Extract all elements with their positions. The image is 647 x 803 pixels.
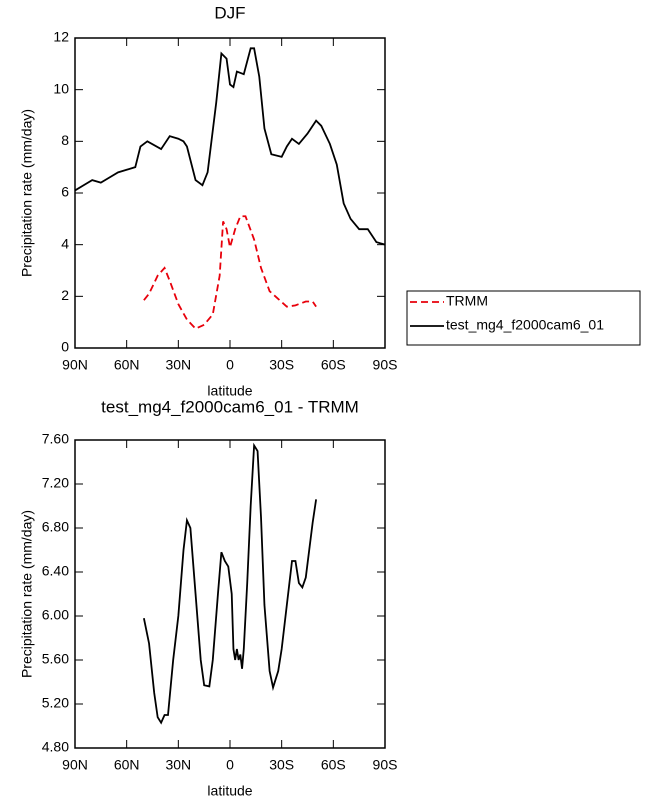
y-tick-label: 4 <box>61 235 69 251</box>
y-tick-label: 5.20 <box>42 695 69 711</box>
x-tick-label: 60S <box>321 757 346 773</box>
y-tick-label: 6 <box>61 184 69 200</box>
y-tick-label: 4.80 <box>42 739 69 755</box>
y-axis-label: Precipitation rate (mm/day) <box>19 510 35 678</box>
x-tick-label: 0 <box>226 357 234 373</box>
y-tick-label: 7.20 <box>42 475 69 491</box>
legend-label: test_mg4_f2000cam6_01 <box>446 317 604 333</box>
data-line <box>74 47 386 246</box>
chart-title: test_mg4_f2000cam6_01 - TRMM <box>101 397 359 416</box>
x-tick-label: 90N <box>62 757 88 773</box>
plot-frame <box>74 439 386 749</box>
x-tick-label: 60N <box>114 757 140 773</box>
data-line <box>143 215 317 330</box>
chart-title: DJF <box>214 3 245 22</box>
y-tick-label: 0 <box>61 339 69 355</box>
y-tick-label: 10 <box>53 80 69 96</box>
x-tick-label: 90S <box>373 757 398 773</box>
y-tick-label: 8 <box>61 132 69 148</box>
x-tick-label: 90N <box>62 357 88 373</box>
x-tick-label: 30S <box>269 357 294 373</box>
x-tick-label: 90S <box>373 357 398 373</box>
x-tick-label: 60N <box>114 357 140 373</box>
y-tick-label: 6.00 <box>42 607 69 623</box>
x-tick-label: 30N <box>165 357 191 373</box>
legend-box <box>406 290 641 346</box>
legend-label: TRMM <box>446 293 488 309</box>
plot-frame <box>74 37 386 349</box>
y-tick-label: 7.60 <box>42 431 69 447</box>
y-axis-label: Precipitation rate (mm/day) <box>19 109 35 277</box>
y-tick-label: 2 <box>61 287 69 303</box>
x-tick-label: 30S <box>269 757 294 773</box>
x-axis-label: latitude <box>207 383 252 399</box>
x-axis-label: latitude <box>207 783 252 799</box>
y-tick-label: 12 <box>53 29 69 45</box>
y-tick-label: 5.60 <box>42 651 69 667</box>
y-tick-label: 6.80 <box>42 519 69 535</box>
data-line <box>143 442 318 725</box>
x-tick-label: 0 <box>226 757 234 773</box>
y-tick-label: 6.40 <box>42 563 69 579</box>
x-tick-label: 30N <box>165 757 191 773</box>
x-tick-label: 60S <box>321 357 346 373</box>
